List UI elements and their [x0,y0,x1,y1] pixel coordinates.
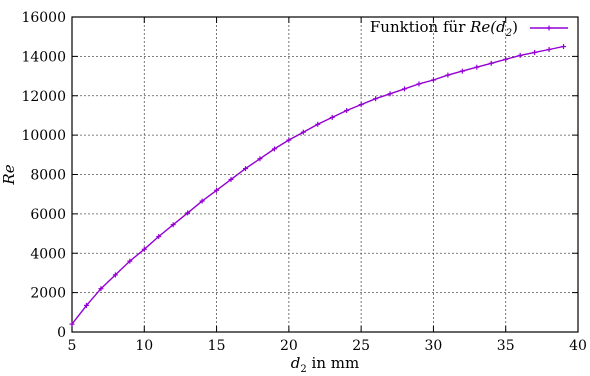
y-tick-label: 8000 [30,168,66,184]
x-tick-label: 10 [135,338,153,354]
x-tick-label: 25 [352,338,370,354]
y-tick-label: 2000 [30,286,66,302]
x-tick-label: 40 [569,338,587,354]
y-tick-label: 10000 [21,128,66,144]
y-tick-label: 6000 [30,207,66,223]
x-tick-label: 35 [497,338,515,354]
tick-labels: 5 10 15 20 25 30 35 40 0 2000 4000 6000 8000 10000 120… [21,10,586,354]
legend-label-suffix: ) [512,18,518,36]
legend-label-math: Re(d [469,18,506,36]
y-tick-label: 12000 [21,89,66,105]
x-axis-label-sub: 2 [300,364,306,375]
legend-label-sub: 2 [505,28,512,39]
x-axis-label-var: d [291,354,301,372]
x-tick-label: 5 [68,338,77,354]
y-tick-label: 4000 [30,246,66,262]
legend-label-prefix: Funktion für [370,18,470,36]
legend: Funktion für Re(d2) [370,18,568,39]
x-axis-label: d2 in mm [291,354,359,375]
y-tick-label: 14000 [21,49,66,65]
series-layer [69,44,567,327]
x-tick-label: 15 [208,338,226,354]
x-tick-label: 20 [280,338,298,354]
axis-ticks [71,16,579,333]
series-line [71,45,564,325]
y-tick-label: 16000 [21,10,66,26]
y-axis-label: Re [0,164,18,185]
grid [72,17,578,332]
legend-marker [546,25,552,31]
x-axis-label-rest: in mm [307,354,359,372]
x-tick-label: 30 [425,338,443,354]
y-tick-label: 0 [57,325,66,341]
legend-label: Funktion für Re(d2) [370,18,518,39]
